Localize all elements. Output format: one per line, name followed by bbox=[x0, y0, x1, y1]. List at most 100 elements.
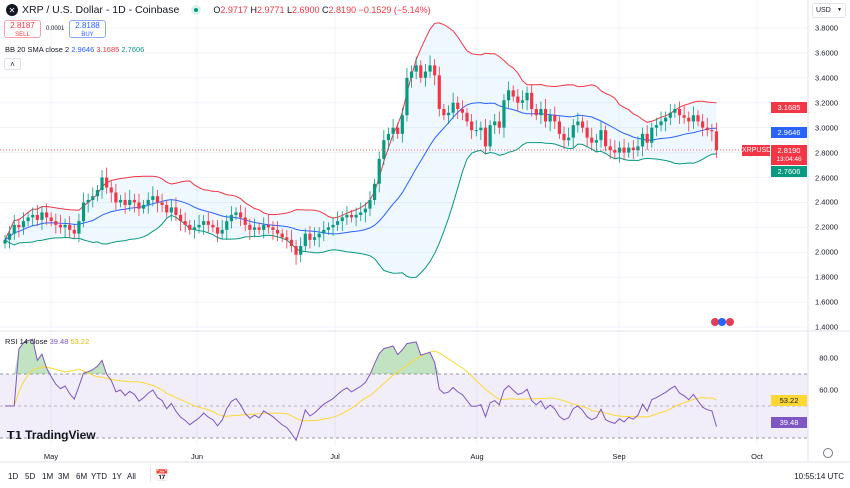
range-button-6m[interactable]: 6M bbox=[76, 472, 88, 481]
candle bbox=[215, 219, 220, 243]
price-axis-label: 2.8000 bbox=[815, 148, 838, 158]
candle bbox=[174, 197, 178, 222]
candle bbox=[502, 94, 506, 138]
bb-basis-line bbox=[4, 102, 717, 241]
time-axis-label: Jul bbox=[330, 452, 340, 461]
time-axis-label: Aug bbox=[470, 452, 484, 461]
candle bbox=[308, 226, 312, 249]
tradingview-logo[interactable]: 𝗧𝟭 TradingView bbox=[7, 428, 96, 442]
candle bbox=[266, 214, 270, 234]
candle bbox=[571, 118, 575, 148]
buy-button[interactable]: 2.8188 BUY bbox=[69, 20, 106, 38]
event-icons[interactable] bbox=[711, 318, 734, 326]
candle bbox=[701, 113, 705, 137]
candle bbox=[363, 202, 367, 223]
candle bbox=[188, 219, 192, 235]
candle bbox=[594, 133, 598, 153]
candle bbox=[705, 117, 709, 137]
candle bbox=[520, 90, 525, 109]
candle bbox=[114, 183, 118, 210]
collapse-legend-button[interactable]: ˄ bbox=[4, 58, 21, 70]
candle bbox=[483, 118, 488, 154]
candle bbox=[91, 187, 95, 208]
candle bbox=[442, 104, 446, 121]
candle bbox=[128, 189, 132, 212]
candle bbox=[400, 107, 404, 143]
price-axis-label: 1.8000 bbox=[815, 272, 838, 282]
candle bbox=[423, 64, 428, 87]
calendar-icon[interactable]: 📅 bbox=[155, 470, 169, 482]
candle bbox=[299, 237, 303, 263]
candle bbox=[664, 111, 668, 132]
candle bbox=[72, 224, 76, 239]
range-button-5d[interactable]: 5D bbox=[25, 472, 36, 481]
range-button-all[interactable]: All bbox=[127, 472, 136, 481]
candle bbox=[252, 218, 257, 238]
candle bbox=[206, 212, 210, 233]
candle bbox=[12, 214, 16, 240]
price-axis-label: 3.8000 bbox=[815, 23, 838, 33]
candle bbox=[312, 227, 317, 247]
candle bbox=[202, 214, 206, 235]
candle bbox=[456, 96, 460, 119]
range-button-3m[interactable]: 3M bbox=[58, 472, 70, 481]
candle bbox=[359, 202, 363, 222]
candle bbox=[275, 221, 280, 242]
rsi-ma-line bbox=[5, 350, 717, 422]
candle bbox=[691, 106, 695, 129]
candle bbox=[31, 207, 35, 227]
price-axis-label: 2.2000 bbox=[815, 222, 838, 232]
candle bbox=[81, 192, 86, 228]
candle bbox=[479, 121, 483, 141]
candle bbox=[100, 170, 104, 199]
rsi-line bbox=[5, 338, 717, 442]
candle bbox=[331, 217, 335, 237]
rsi-legend[interactable]: RSI 14 close 39.48 53.22 bbox=[5, 337, 90, 346]
sell-button[interactable]: 2.8187 SELL bbox=[4, 20, 41, 38]
candle bbox=[534, 104, 538, 121]
candle bbox=[142, 199, 146, 214]
candle bbox=[617, 141, 622, 163]
candle bbox=[322, 221, 326, 242]
price-axis-label: 3.2000 bbox=[815, 98, 838, 108]
candle bbox=[488, 120, 492, 152]
symbol-title: XRP / U.S. Dollar - 1D - Coinbase bbox=[22, 4, 180, 16]
spread: 0.0001 bbox=[46, 26, 65, 32]
price-axis-label: 2.4000 bbox=[815, 197, 838, 207]
candle bbox=[354, 207, 358, 227]
candle bbox=[326, 222, 330, 235]
candle bbox=[155, 189, 160, 213]
candle bbox=[437, 66, 441, 117]
settings-icon[interactable] bbox=[823, 448, 833, 458]
bb-fill bbox=[5, 22, 717, 278]
candle bbox=[604, 125, 608, 152]
candle bbox=[599, 121, 603, 148]
candle bbox=[340, 211, 344, 232]
range-button-1d[interactable]: 1D bbox=[8, 472, 19, 481]
candle bbox=[428, 55, 432, 78]
candle bbox=[229, 206, 233, 229]
candle bbox=[220, 219, 224, 240]
candle bbox=[109, 181, 113, 203]
candle bbox=[409, 65, 414, 88]
bb-legend[interactable]: BB 20 SMA close 2 2.9646 3.1685 2.7606 bbox=[5, 45, 145, 54]
currency-select[interactable]: USD ▼ bbox=[812, 3, 846, 18]
candle bbox=[557, 116, 561, 139]
candle bbox=[687, 111, 691, 132]
range-button-1m[interactable]: 1M bbox=[42, 472, 54, 481]
range-button-1y[interactable]: 1Y bbox=[112, 472, 122, 481]
candle bbox=[636, 136, 640, 157]
candle bbox=[391, 118, 395, 142]
price-axis-label: 1.4000 bbox=[815, 322, 838, 332]
candle bbox=[54, 213, 58, 234]
candle bbox=[677, 101, 682, 124]
candle bbox=[382, 130, 386, 166]
candle bbox=[123, 192, 127, 214]
candle bbox=[710, 123, 714, 142]
range-button-ytd[interactable]: YTD bbox=[91, 472, 107, 481]
price-axis-label: 3.4000 bbox=[815, 73, 838, 83]
candle bbox=[659, 111, 663, 132]
symbol-header[interactable]: ✕ XRP / U.S. Dollar - 1D - Coinbase O2.9… bbox=[6, 4, 431, 16]
candle bbox=[77, 213, 81, 243]
